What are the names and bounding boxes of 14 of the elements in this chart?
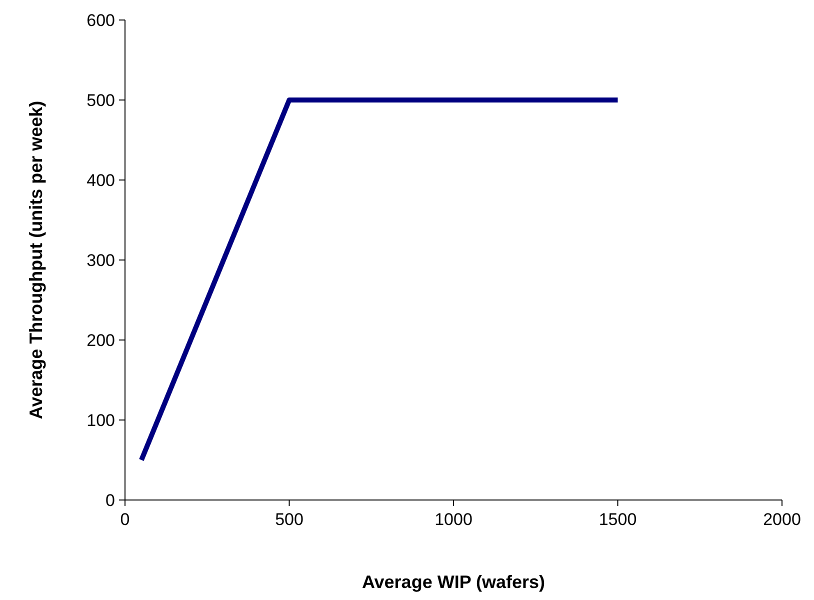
y-tick-label: 300 — [86, 251, 115, 270]
x-tick-label: 1500 — [598, 510, 637, 529]
x-tick-label: 0 — [120, 510, 130, 529]
y-tick-label: 600 — [86, 11, 115, 30]
y-tick-label: 500 — [86, 91, 115, 110]
x-tick-label: 500 — [275, 510, 304, 529]
y-tick-label: 0 — [106, 491, 115, 510]
x-axis-title: Average WIP (wafers) — [362, 572, 546, 592]
y-axis-title: Average Throughput (units per week) — [26, 100, 46, 420]
y-tick-label: 400 — [86, 171, 115, 190]
x-tick-label: 2000 — [763, 510, 801, 529]
y-tick-label: 100 — [86, 411, 115, 430]
y-tick-label: 200 — [86, 331, 115, 350]
x-tick-label: 1000 — [434, 510, 472, 529]
